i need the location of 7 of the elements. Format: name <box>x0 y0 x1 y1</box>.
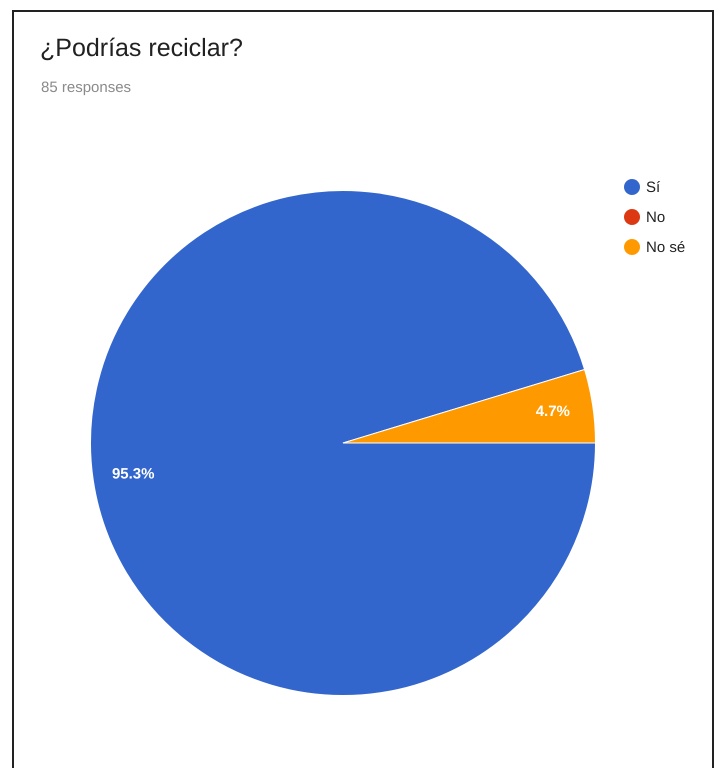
legend-label: No sé <box>646 238 686 256</box>
chart-title: ¿Podrías reciclar? <box>40 34 243 63</box>
legend-label: Sí <box>646 178 660 196</box>
data-label: 4.7% <box>536 402 570 420</box>
chart-subtitle: 85 responses <box>41 79 132 96</box>
data-label: 95.3% <box>112 465 154 482</box>
legend-label: No <box>646 208 666 226</box>
